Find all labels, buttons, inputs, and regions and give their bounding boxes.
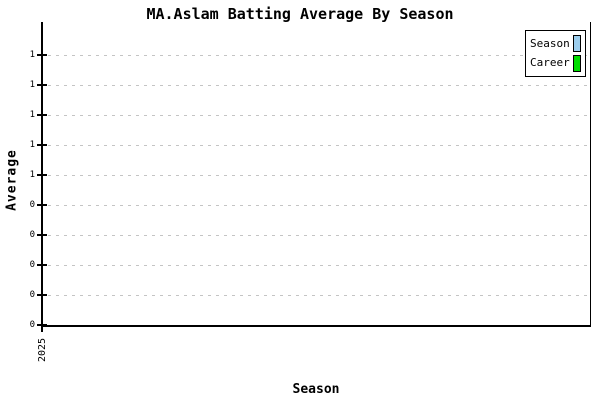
- gridline: [48, 115, 589, 116]
- legend-item-season: Season: [530, 35, 581, 53]
- y-tick-label: 1: [29, 80, 35, 90]
- chart-title: MA.Aslam Batting Average By Season: [146, 5, 454, 23]
- x-tick-label: 2025: [37, 337, 48, 362]
- legend-label: Career: [530, 56, 570, 70]
- y-tick-label: 0: [29, 290, 35, 300]
- y-tick-mark: [37, 174, 47, 176]
- y-tick-mark: [37, 54, 47, 56]
- x-axis-label: Season: [292, 382, 340, 397]
- gridline: [48, 295, 589, 296]
- y-tick-mark: [37, 204, 47, 206]
- plot-area: [41, 22, 591, 327]
- y-tick-label: 1: [29, 50, 35, 60]
- y-tick-mark: [37, 84, 47, 86]
- gridline: [48, 85, 589, 86]
- gridline: [48, 145, 589, 146]
- y-tick-label: 0: [29, 260, 35, 270]
- y-tick-label: 1: [29, 170, 35, 180]
- y-tick-mark: [37, 264, 47, 266]
- legend-label: Season: [530, 36, 570, 50]
- gridline: [48, 235, 589, 236]
- y-tick-label: 0: [29, 230, 35, 240]
- y-tick-mark: [37, 294, 47, 296]
- legend: Season Career: [525, 30, 586, 77]
- gridline: [48, 175, 589, 176]
- gridline: [48, 205, 589, 206]
- y-tick-mark: [37, 144, 47, 146]
- gridline: [48, 55, 589, 56]
- gridline: [48, 265, 589, 266]
- y-tick-label: 0: [29, 200, 35, 210]
- career-swatch: [573, 54, 581, 72]
- season-swatch: [573, 35, 581, 53]
- y-tick-mark: [37, 234, 47, 236]
- y-tick-label: 1: [29, 110, 35, 120]
- x-tick-mark: [41, 320, 43, 332]
- y-axis-label: Average: [4, 149, 20, 211]
- y-tick-label: 0: [29, 320, 35, 330]
- y-tick-label: 1: [29, 140, 35, 150]
- legend-item-career: Career: [530, 54, 581, 72]
- y-tick-mark: [37, 114, 47, 116]
